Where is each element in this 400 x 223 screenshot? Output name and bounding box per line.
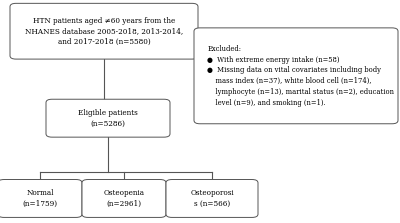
Text: Normal
(n=1759): Normal (n=1759): [22, 189, 58, 208]
Text: Osteopenia
(n=2961): Osteopenia (n=2961): [104, 189, 144, 208]
FancyBboxPatch shape: [0, 180, 82, 217]
Text: Osteoporosi
s (n=566): Osteoporosi s (n=566): [190, 189, 234, 208]
FancyBboxPatch shape: [82, 180, 166, 217]
FancyBboxPatch shape: [46, 99, 170, 137]
Text: Eligible patients
(n=5286): Eligible patients (n=5286): [78, 109, 138, 128]
Text: HTN patients aged ≠60 years from the
NHANES database 2005-2018, 2013-2014,
and 2: HTN patients aged ≠60 years from the NHA…: [25, 17, 183, 46]
FancyBboxPatch shape: [10, 3, 198, 59]
FancyBboxPatch shape: [194, 28, 398, 124]
Text: Excluded:
●  With extreme energy intake (n=58)
●  Missing data on vital covariat: Excluded: ● With extreme energy intake (…: [207, 45, 394, 107]
FancyBboxPatch shape: [166, 180, 258, 217]
